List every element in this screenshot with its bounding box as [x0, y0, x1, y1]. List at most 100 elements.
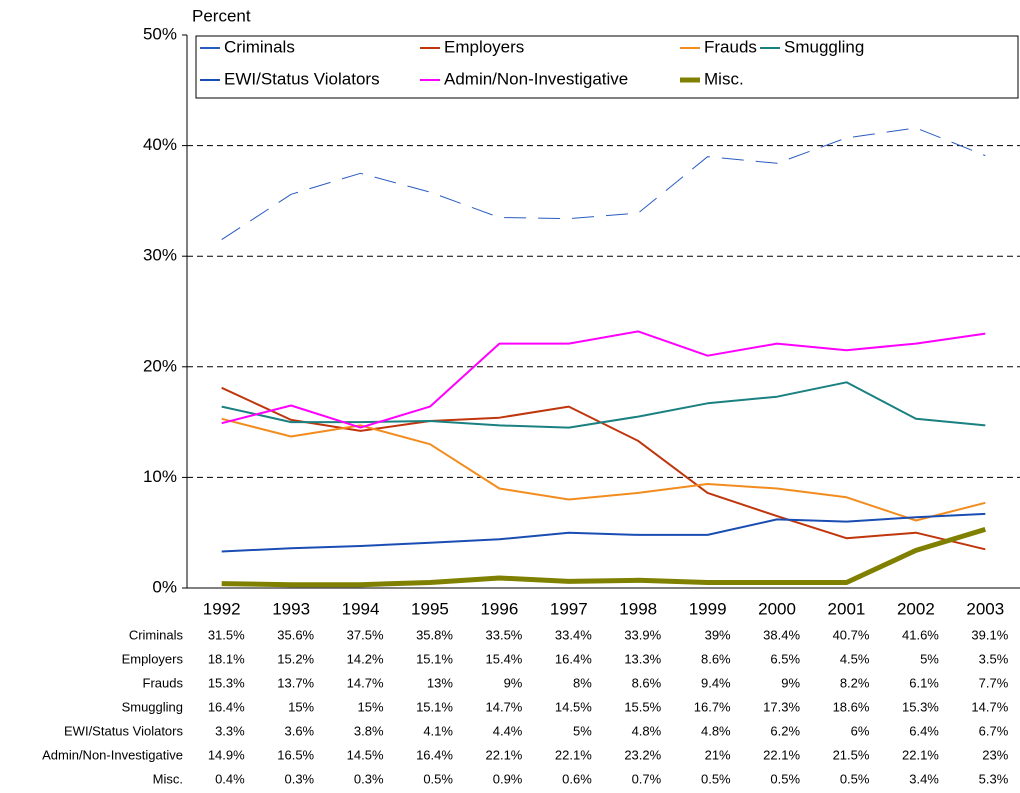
legend-label: Criminals [224, 37, 295, 56]
legend-box [195, 35, 1019, 99]
table-cell: 14.2% [347, 651, 384, 666]
table-cell: 21.5% [833, 747, 870, 762]
x-tick-label: 1999 [689, 599, 727, 618]
table-row-label: Misc. [153, 771, 183, 786]
x-tick-label: 1997 [550, 599, 588, 618]
legend-label: Employers [444, 37, 524, 56]
x-tick-label: 1994 [342, 599, 380, 618]
table-cell: 6.7% [979, 723, 1009, 738]
table-cell: 22.1% [555, 747, 592, 762]
table-cell: 22.1% [902, 747, 939, 762]
table-cell: 9.4% [701, 675, 731, 690]
table-cell: 6.1% [909, 675, 939, 690]
table-cell: 5.3% [979, 771, 1009, 786]
table-cell: 15.1% [416, 651, 453, 666]
y-tick-label: 0% [152, 577, 177, 596]
x-tick-label: 1998 [619, 599, 657, 618]
table-cell: 6% [851, 723, 870, 738]
table-cell: 8.6% [701, 651, 731, 666]
table-cell: 15% [358, 699, 384, 714]
table-cell: 0.7% [632, 771, 662, 786]
table-cell: 0.5% [770, 771, 800, 786]
y-tick-label: 40% [143, 135, 177, 154]
table-cell: 3.8% [354, 723, 384, 738]
x-tick-label: 2000 [758, 599, 796, 618]
y-axis-label: Percent [192, 6, 251, 25]
table-cell: 33.5% [486, 627, 523, 642]
table-cell: 15.4% [486, 651, 523, 666]
series-line [221, 386, 986, 551]
series-line [221, 417, 986, 522]
table-cell: 39% [705, 627, 731, 642]
table-cell: 4.8% [632, 723, 662, 738]
table-cell: 22.1% [763, 747, 800, 762]
table-cell: 16.4% [208, 699, 245, 714]
table-cell: 4.4% [493, 723, 523, 738]
table-cell: 15.2% [277, 651, 314, 666]
table-cell: 33.4% [555, 627, 592, 642]
table-cell: 18.6% [833, 699, 870, 714]
table-cell: 4.5% [840, 651, 870, 666]
series-line [221, 381, 986, 429]
table-cell: 31.5% [208, 627, 245, 642]
table-cell: 5% [920, 651, 939, 666]
table-cell: 23.2% [624, 747, 661, 762]
table-cell: 0.9% [493, 771, 523, 786]
x-tick-label: 1993 [272, 599, 310, 618]
table-cell: 13% [427, 675, 453, 690]
legend-label: Smuggling [784, 37, 864, 56]
table-cell: 5% [573, 723, 592, 738]
table-cell: 38.4% [763, 627, 800, 642]
legend-label: EWI/Status Violators [224, 69, 380, 88]
table-cell: 6.4% [909, 723, 939, 738]
table-cell: 16.4% [416, 747, 453, 762]
table-cell: 14.5% [347, 747, 384, 762]
table-cell: 4.8% [701, 723, 731, 738]
table-cell: 16.4% [555, 651, 592, 666]
table-cell: 13.7% [277, 675, 314, 690]
table-cell: 6.5% [770, 651, 800, 666]
table-cell: 23% [982, 747, 1008, 762]
series-line [221, 527, 987, 588]
series-line [221, 330, 986, 429]
table-cell: 22.1% [486, 747, 523, 762]
x-tick-label: 2001 [828, 599, 866, 618]
table-cell: 14.7% [971, 699, 1008, 714]
table-cell: 40.7% [833, 627, 870, 642]
x-tick-label: 2003 [966, 599, 1004, 618]
table-cell: 3.4% [909, 771, 939, 786]
table-cell: 33.9% [624, 627, 661, 642]
table-cell: 13.3% [624, 651, 661, 666]
legend-label: Misc. [704, 69, 744, 88]
table-cell: 7.7% [979, 675, 1009, 690]
table-row-label: EWI/Status Violators [64, 723, 183, 738]
x-tick-label: 1992 [203, 599, 241, 618]
table-cell: 0.3% [284, 771, 314, 786]
table-cell: 8.2% [840, 675, 870, 690]
table-cell: 37.5% [347, 627, 384, 642]
series-line [221, 127, 986, 241]
table-cell: 0.5% [701, 771, 731, 786]
table-cell: 17.3% [763, 699, 800, 714]
x-tick-label: 1995 [411, 599, 449, 618]
table-cell: 4.1% [423, 723, 453, 738]
table-row-label: Admin/Non-Investigative [42, 747, 183, 762]
y-tick-label: 20% [143, 356, 177, 375]
legend-label: Frauds [704, 37, 757, 56]
table-cell: 3.6% [284, 723, 314, 738]
table-cell: 35.8% [416, 627, 453, 642]
table-cell: 0.3% [354, 771, 384, 786]
table-row-label: Employers [122, 651, 184, 666]
table-cell: 16.5% [277, 747, 314, 762]
table-cell: 9% [504, 675, 523, 690]
table-cell: 15.3% [902, 699, 939, 714]
table-cell: 0.5% [840, 771, 870, 786]
table-cell: 0.4% [215, 771, 245, 786]
table-row-label: Smuggling [122, 699, 183, 714]
table-cell: 15.3% [208, 675, 245, 690]
table-cell: 18.1% [208, 651, 245, 666]
y-tick-label: 50% [143, 24, 177, 43]
table-cell: 0.6% [562, 771, 592, 786]
table-cell: 8% [573, 675, 592, 690]
